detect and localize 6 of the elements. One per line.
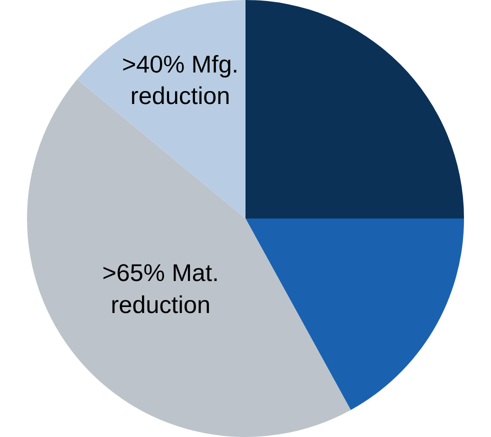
- pie-slice: [246, 218, 464, 410]
- slice-label: >65% Mat. reduction: [102, 260, 219, 319]
- slice-label: >40% Mfg. reduction: [122, 51, 239, 110]
- pie-slice: [77, 0, 246, 218]
- pie-slice: [27, 79, 351, 437]
- pie-slice: [246, 0, 464, 218]
